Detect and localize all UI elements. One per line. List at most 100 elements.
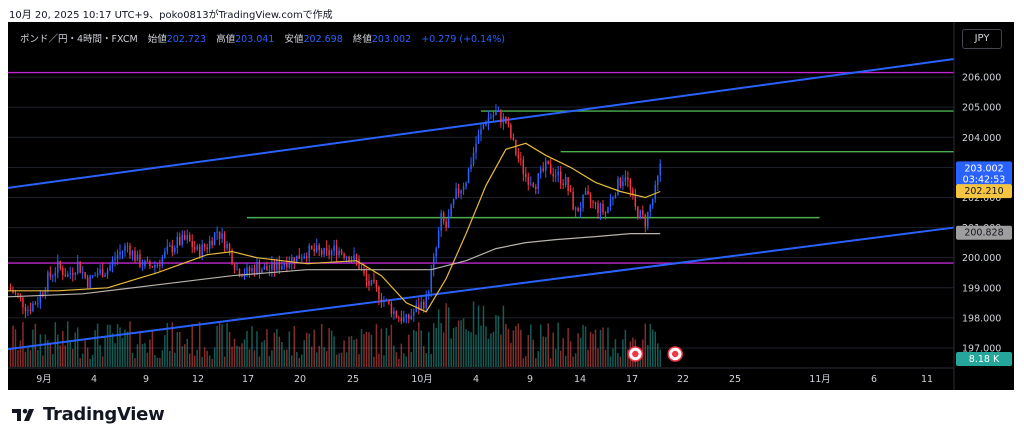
- candle: [490, 117, 492, 119]
- candle: [355, 254, 358, 259]
- candle: [57, 260, 59, 273]
- volume-bar: [251, 326, 253, 367]
- volume-bar: [644, 323, 647, 367]
- candle: [291, 257, 293, 264]
- volume-bar: [22, 322, 24, 367]
- volume-bar: [627, 349, 629, 367]
- candle: [413, 311, 415, 316]
- candle: [186, 235, 188, 240]
- volume-bar: [467, 330, 470, 367]
- volume-bar: [602, 327, 604, 367]
- candle: [268, 269, 271, 271]
- volume-bar: [37, 350, 39, 367]
- volume-bar: [405, 356, 408, 367]
- candle: [159, 264, 161, 266]
- volume-bar: [114, 343, 116, 367]
- volume-bar: [592, 333, 594, 367]
- candle: [323, 247, 325, 255]
- candle: [278, 261, 281, 270]
- candle: [179, 236, 181, 245]
- candle: [52, 275, 54, 277]
- chart-canvas[interactable]: 206.000205.000204.000203.000202.000201.0…: [8, 22, 1014, 390]
- candle: [567, 177, 569, 192]
- volume-bar: [622, 339, 624, 367]
- candle: [395, 311, 398, 318]
- volume-bar: [296, 352, 298, 367]
- candle: [607, 206, 609, 213]
- volume-bar: [338, 353, 340, 367]
- candle: [440, 212, 442, 231]
- candle: [370, 279, 373, 286]
- volume-bar: [470, 332, 472, 367]
- candle: [14, 293, 17, 295]
- candle: [375, 282, 378, 287]
- volume-bar: [355, 338, 358, 367]
- candle: [343, 253, 345, 258]
- volume-bar: [278, 336, 281, 367]
- candle: [380, 299, 383, 302]
- candle: [111, 259, 114, 266]
- volume-bar: [614, 339, 617, 367]
- volume-bar: [562, 338, 564, 367]
- time-tick-label: 6: [871, 374, 877, 385]
- volume-bar: [485, 326, 487, 367]
- candle: [81, 272, 84, 274]
- event-marker-icon[interactable]: [667, 346, 683, 362]
- candle: [500, 110, 502, 123]
- candle: [462, 186, 465, 190]
- volume-bar: [149, 339, 151, 367]
- volume-bar: [455, 326, 457, 367]
- candle: [457, 188, 460, 194]
- candle: [69, 273, 71, 275]
- symbol-name[interactable]: ポンド／円・4時間・FXCM: [20, 34, 138, 45]
- volume-bar: [293, 325, 296, 367]
- candle: [203, 244, 206, 248]
- candle: [627, 177, 629, 180]
- candle: [353, 254, 355, 260]
- volume-bar: [495, 315, 497, 367]
- volume-bar: [291, 355, 293, 367]
- candle: [313, 248, 315, 252]
- footer-brand[interactable]: TradingView: [12, 404, 165, 425]
- chart-panel[interactable]: 206.000205.000204.000203.000202.000201.0…: [8, 22, 1014, 390]
- candle: [49, 272, 52, 277]
- low-label: 安値: [284, 34, 304, 45]
- volume-bar: [91, 354, 94, 367]
- price-tick-label: 198.000: [962, 313, 1001, 324]
- volume-bar: [574, 353, 577, 367]
- volume-bar: [559, 350, 562, 367]
- candle: [86, 277, 89, 288]
- candle: [659, 163, 661, 176]
- volume-bar: [413, 329, 415, 367]
- volume-bar: [477, 305, 480, 367]
- candle: [169, 245, 171, 247]
- volume-bar: [552, 332, 554, 367]
- volume-bar: [547, 323, 549, 367]
- candle: [206, 247, 208, 250]
- time-tick-label: 17: [626, 374, 638, 385]
- candle: [139, 254, 141, 267]
- event-marker-icon[interactable]: [627, 346, 644, 362]
- candle: [106, 270, 109, 275]
- volume-bar: [84, 340, 86, 367]
- candle: [510, 124, 512, 138]
- volume-bar: [86, 347, 89, 367]
- volume-bar: [198, 321, 201, 367]
- candle: [301, 258, 303, 260]
- candle: [216, 231, 218, 233]
- candle: [303, 256, 305, 259]
- volume-bar: [166, 323, 169, 367]
- candle: [445, 221, 447, 228]
- volume-bar: [637, 357, 639, 367]
- time-tick-label: 9: [143, 374, 149, 385]
- candle: [647, 211, 649, 227]
- candle: [450, 204, 452, 217]
- currency-button[interactable]: JPY: [962, 29, 1002, 49]
- volume-bar: [96, 323, 99, 367]
- candle: [527, 176, 530, 185]
- volume-bar: [268, 355, 271, 367]
- volume-bar: [144, 343, 146, 367]
- volume-bar: [236, 345, 238, 367]
- volume-bar: [121, 337, 124, 367]
- volume-bar: [139, 330, 141, 367]
